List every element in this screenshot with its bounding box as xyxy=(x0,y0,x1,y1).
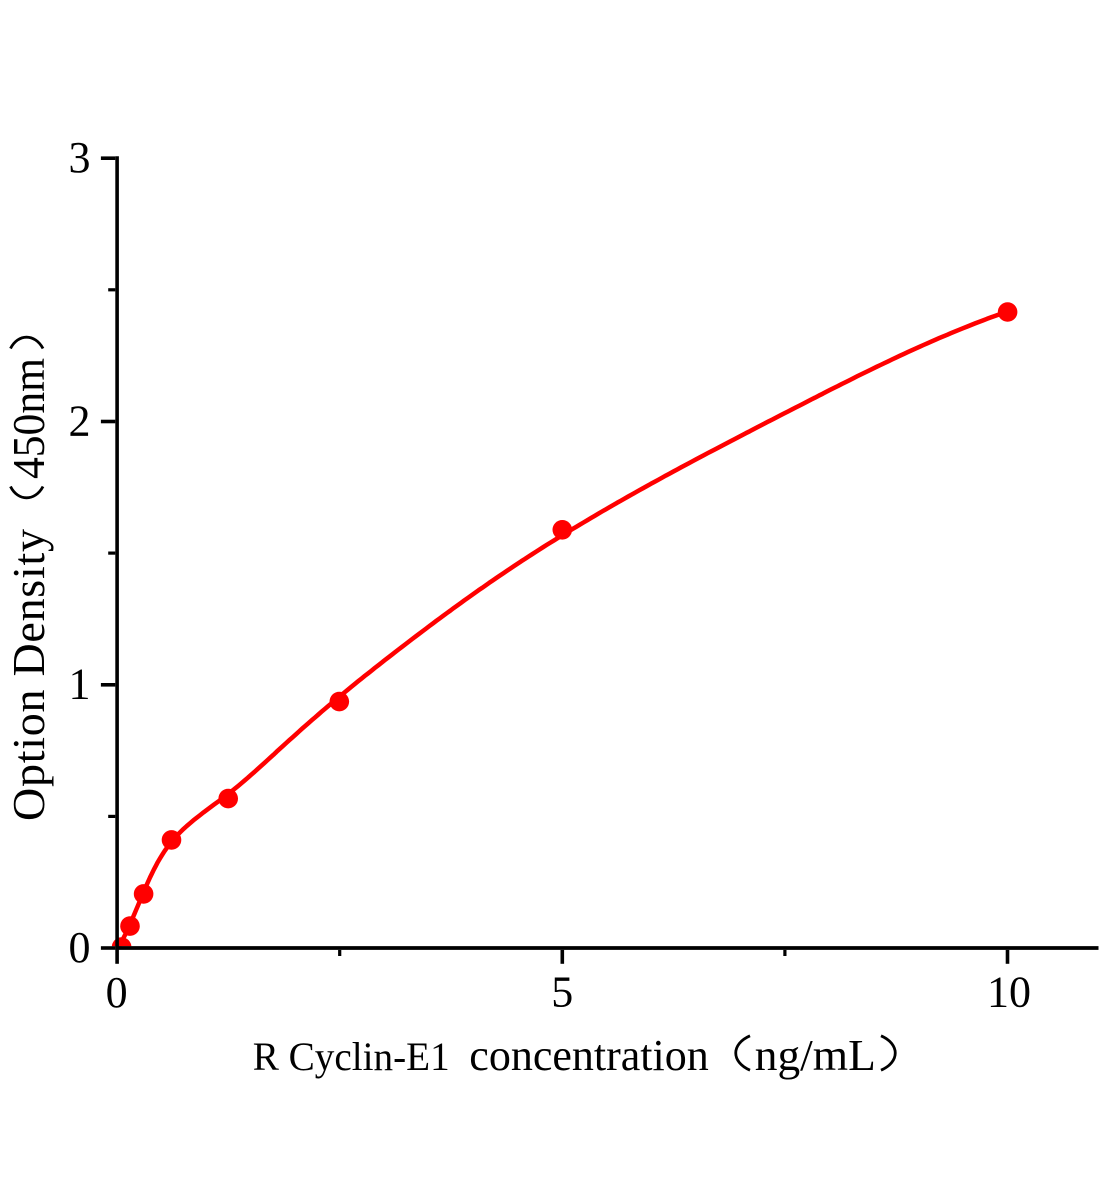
svg-text:5: 5 xyxy=(551,968,573,1017)
svg-text:10: 10 xyxy=(987,968,1031,1017)
svg-text:450nm: 450nm xyxy=(3,358,54,479)
svg-text:1: 1 xyxy=(69,660,91,709)
svg-text:2: 2 xyxy=(69,396,91,445)
svg-text:0: 0 xyxy=(106,968,128,1017)
svg-text:ng/mL: ng/mL xyxy=(755,1031,876,1080)
svg-text:Option Density: Option Density xyxy=(3,529,54,821)
svg-text:concentration: concentration xyxy=(469,1031,708,1080)
svg-text:3: 3 xyxy=(69,133,91,182)
svg-text:R Cyclin-E1: R Cyclin-E1 xyxy=(253,1034,450,1079)
svg-text:0: 0 xyxy=(69,923,91,972)
